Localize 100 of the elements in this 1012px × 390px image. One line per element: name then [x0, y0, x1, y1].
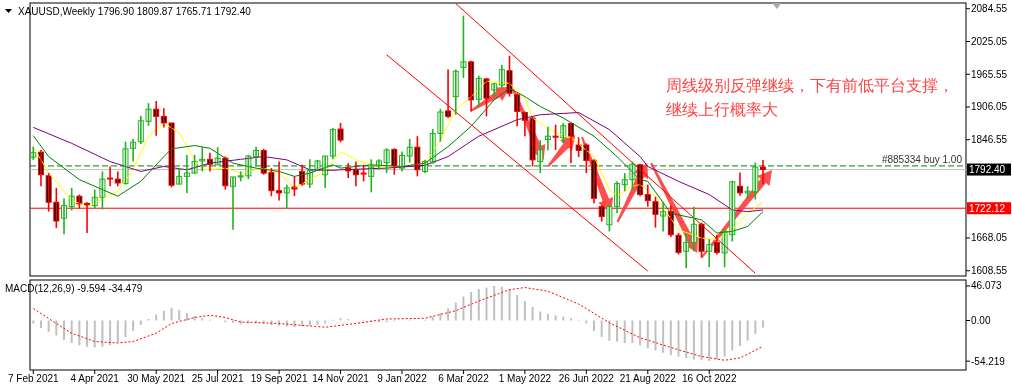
candlestick	[675, 232, 682, 256]
candlestick	[460, 14, 467, 79]
candlestick	[698, 221, 705, 259]
bar	[562, 316, 565, 321]
chart-title: MACD(12,26,9) -9.594 -34.479	[5, 283, 143, 294]
bar	[762, 320, 764, 328]
x-tick-label: 4 Apr 2021	[70, 373, 120, 384]
x-tick-label: 14 Nov 2021	[312, 373, 370, 384]
bar	[669, 320, 672, 355]
bar	[569, 318, 572, 321]
bar	[132, 320, 135, 331]
y-tick-label: 1846.55	[971, 134, 1008, 146]
y-tick-label: 2025.05	[971, 36, 1008, 47]
bar	[631, 320, 634, 343]
bar	[439, 313, 442, 321]
bar	[692, 320, 695, 360]
bar	[70, 320, 73, 343]
bar	[646, 320, 649, 349]
bar	[600, 320, 603, 337]
bar	[654, 320, 657, 351]
bar	[554, 315, 557, 321]
bar	[39, 320, 42, 328]
ref-line-label: 1792.40	[969, 164, 1006, 176]
x-tick-label: 9 Jan 2022	[377, 373, 428, 384]
bar	[109, 320, 112, 346]
x-tick-label: 25 Jul 2021	[191, 373, 244, 384]
bar	[700, 320, 703, 361]
bar	[78, 320, 81, 346]
bar	[493, 286, 496, 321]
y-tick-label: 1965.55	[971, 68, 1008, 80]
bar	[301, 320, 304, 327]
bar	[324, 320, 327, 324]
bar	[86, 320, 89, 347]
bar	[201, 318, 204, 321]
bar	[623, 320, 626, 343]
bar	[746, 320, 749, 341]
bar	[454, 302, 457, 321]
bar	[101, 320, 104, 347]
bar	[539, 311, 542, 321]
chart-title: XAUUSD,Weekly 1796.90 1809.87 1765.71 1792.40	[18, 6, 252, 17]
x-tick-label: 19 Sep 2021	[250, 373, 308, 384]
bar	[593, 320, 596, 331]
bar	[178, 310, 181, 321]
bar	[608, 320, 611, 341]
bar	[339, 318, 342, 321]
bar	[500, 286, 503, 321]
bar	[431, 316, 434, 321]
bar	[470, 292, 473, 321]
bar	[55, 320, 58, 336]
y-tick-label: 2084.55	[971, 3, 1008, 15]
bar	[685, 320, 688, 358]
ref-line-label: 1722.12	[969, 202, 1006, 214]
bar	[715, 320, 718, 360]
bar	[162, 310, 165, 321]
bar	[185, 313, 188, 321]
bar	[485, 287, 488, 321]
candlestick	[107, 165, 114, 188]
bar	[531, 307, 534, 321]
bar	[546, 313, 549, 321]
candlestick	[483, 77, 490, 118]
candlestick	[552, 123, 559, 151]
bar	[155, 314, 158, 321]
bar	[116, 320, 119, 343]
bar	[47, 320, 50, 332]
x-tick-label: 21 Aug 2022	[619, 373, 677, 384]
bar	[93, 320, 96, 348]
y-tick-label: -54.219	[971, 355, 1006, 367]
x-tick-label: 6 Mar 2022	[438, 373, 490, 384]
annotation: 周线级别反弹继续，下有前低平台支撑，继续上行概率大	[666, 75, 956, 121]
x-tick-label: 1 May 2022	[498, 373, 552, 384]
bar	[124, 320, 127, 337]
bar	[516, 295, 519, 321]
bar	[731, 320, 734, 351]
bar	[662, 320, 665, 353]
bar	[585, 320, 588, 324]
bar	[639, 320, 642, 346]
bar	[170, 307, 173, 321]
bar	[508, 289, 511, 321]
candlestick	[337, 122, 344, 144]
bar	[447, 308, 450, 321]
bar	[523, 301, 526, 321]
bar	[462, 296, 465, 321]
x-tick-label: 16 Oct 2022	[681, 373, 737, 384]
bar	[32, 320, 35, 324]
y-tick-label: 46.073	[971, 280, 1003, 292]
bar	[677, 320, 680, 357]
bar	[723, 320, 726, 357]
ref-line-label: #885334 buy 1.00	[881, 153, 963, 165]
y-tick-label: 1608.55	[971, 265, 1008, 277]
x-tick-label: 7 Feb 2021	[7, 373, 60, 384]
bar	[616, 320, 619, 342]
bar	[754, 320, 757, 334]
x-tick-label: 26 Jun 2022	[558, 373, 615, 384]
y-tick-label: 1668.05	[971, 232, 1008, 244]
y-tick-label: 1906.05	[971, 101, 1008, 113]
x-tick-label: 30 May 2021	[127, 373, 186, 384]
bar	[708, 320, 711, 361]
bar	[738, 320, 741, 346]
y-tick-label: 0.00	[971, 315, 991, 326]
bar	[477, 289, 480, 321]
